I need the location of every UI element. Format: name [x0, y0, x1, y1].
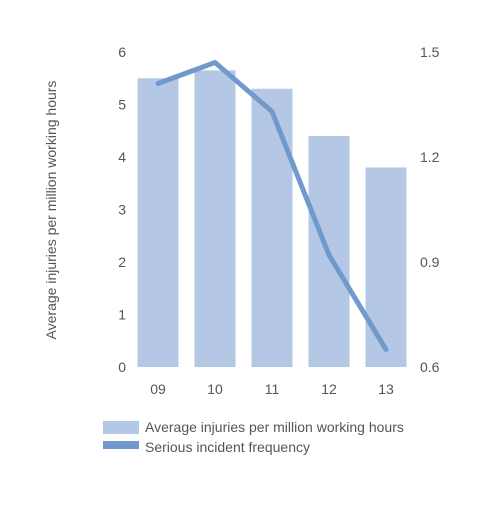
right-tick-label: 0.6	[420, 359, 440, 375]
bar-13	[366, 168, 407, 368]
left-tick-label: 4	[118, 149, 126, 165]
x-tick-label: 10	[207, 381, 223, 397]
left-tick-label: 1	[118, 307, 126, 323]
left-tick-label: 2	[118, 254, 126, 270]
legend-label-bar: Average injuries per million working hou…	[145, 419, 404, 435]
bar-10	[195, 70, 236, 367]
x-axis-ticks: 09 10 11 12 13	[150, 381, 394, 397]
left-tick-label: 0	[118, 359, 126, 375]
bar-11	[252, 89, 293, 367]
left-tick-label: 3	[118, 202, 126, 218]
y-axis-label: Average injuries per million working hou…	[43, 81, 59, 340]
right-tick-label: 1.5	[420, 44, 440, 60]
x-tick-label: 12	[321, 381, 337, 397]
left-tick-label: 5	[118, 97, 126, 113]
x-tick-label: 11	[265, 381, 280, 397]
legend: Average injuries per million working hou…	[103, 419, 404, 455]
bar-09	[138, 78, 179, 367]
x-tick-label: 13	[378, 381, 394, 397]
legend-swatch-bar	[103, 421, 139, 434]
left-axis-ticks: 0 1 2 3 4 5 6	[118, 44, 126, 375]
left-tick-label: 6	[118, 44, 126, 60]
right-tick-label: 1.2	[420, 149, 440, 165]
legend-label-line: Serious incident frequency	[145, 439, 310, 455]
x-tick-label: 09	[150, 381, 166, 397]
right-axis-ticks: 0.6 0.9 1.2 1.5	[420, 44, 440, 375]
right-tick-label: 0.9	[420, 254, 440, 270]
legend-swatch-line	[103, 441, 139, 449]
